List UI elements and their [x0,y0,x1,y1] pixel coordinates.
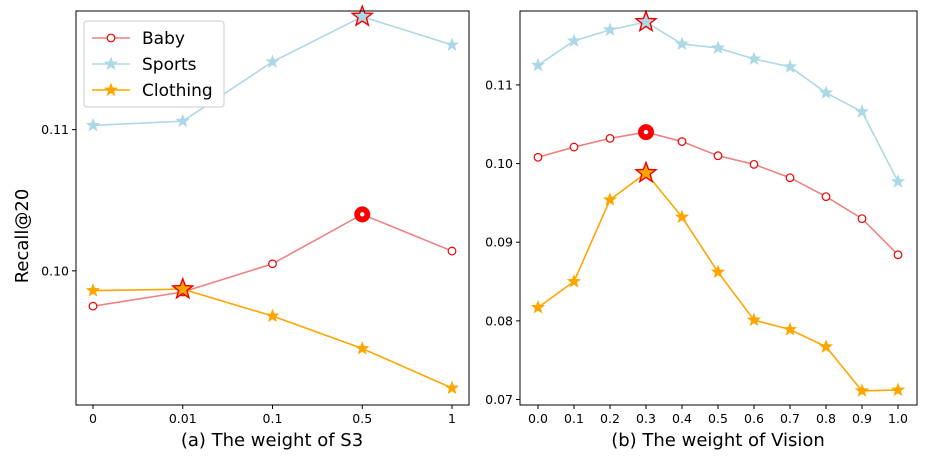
panel-b-sports-point [890,174,906,188]
panel-b-x-tick-label: 0.3 [636,411,656,426]
panel-a-clothing-line [92,288,453,389]
panel-a-x-axis-label: (a) The weight of S3 [181,430,363,451]
panel-a-clothing-point [85,283,101,297]
panel-b-baby-point [569,142,579,152]
y-axis-label: Recall@20 [12,189,33,284]
panel-b-y-tick-label: 0.11 [485,77,513,92]
panel-b-baby-point [857,214,867,224]
panel-b-clothing-point [890,382,906,397]
panel-a-sports-point [85,117,101,132]
panel-b-y-tick-label: 0.09 [485,235,513,250]
panel-b-baby-point [749,159,759,169]
panel-a-ticks: 0 0.01 0.1 0.5 1 0.10 0.11 [41,122,456,426]
panel-b-sports-point-best [634,9,658,33]
panel-b-x-tick-label: 1.0 [888,411,908,426]
legend-baby-label: Baby [142,29,185,49]
panel-a-frame [75,10,470,406]
panel-b-sports-point [602,22,618,36]
panel-b-series [530,9,906,397]
legend-clothing-marker [103,82,119,97]
panel-b-baby-point [785,173,795,183]
panel-a-baby-point [447,246,457,256]
panel-a-clothing-point [265,308,280,323]
panel-a-x-tick-label: 0.1 [263,411,283,426]
panel-b-clothing-point [782,322,798,336]
panel-b-sports-point [782,59,798,73]
panel-b-x-tick-label: 0.8 [816,411,836,426]
panel-b-sports-point [746,51,762,66]
panel-b-clothing-point [566,274,582,288]
panel-b-x-tick-label: 0.9 [852,411,872,426]
panel-b-clothing-point [530,299,546,314]
panel-b-clothing-point [710,264,726,279]
panel-a-baby-point [268,259,277,269]
panel-a-series [85,4,460,395]
panel-a-clothing-point [444,380,460,395]
panel-b-baby-point-best-center [643,129,649,135]
panel-a-y-tick-label: 0.11 [41,122,69,137]
panel-b-baby-point [893,250,903,260]
panel-b-baby-point [713,151,723,161]
panel-b-x-tick-label: 0.7 [780,411,800,426]
panel-b-y-tick-label: 0.10 [485,156,513,171]
panel-b-frame [519,10,918,406]
panel-b-clothing-point [746,312,762,327]
panel-b-clothing-point [854,383,870,397]
panel-b-x-tick-label: 0.5 [708,411,728,426]
panel-a: Recall@20 0 0.01 0.1 0.5 1 0.10 0.11 (a) The w… [12,4,470,451]
panel-a-sports-point [175,113,190,128]
panel-b-sports-point [530,57,546,72]
legend-clothing-label: Clothing [142,81,213,101]
panel-b-y-tick-label: 0.07 [485,392,513,407]
panel-b-baby-point [677,137,687,146]
panel-b-x-axis-label: (b) The weight of Vision [611,430,825,451]
panel-a-y-tick-label: 0.10 [41,263,69,278]
panel-b-baby-line [537,131,899,256]
panel-b-sports-point [674,36,690,51]
panel-a-x-tick-label: 0.01 [169,411,197,426]
panel-b-baby-point [821,192,831,201]
panel-a-sports-point [444,37,460,51]
legend-sports-marker [103,56,119,71]
panel-a-x-tick-label: 1 [448,411,456,426]
panel-a-baby-point [88,301,98,311]
panel-b-clothing-point [602,192,618,206]
panel-a-clothing-point-best [170,276,195,300]
panel-b-sports-point [818,85,834,99]
panel-b-x-tick-label: 0.4 [672,411,692,426]
panel-b-x-tick-label: 0.1 [564,411,584,426]
panel-b-ticks: 0.0 0.1 0.2 0.3 0.4 0.5 0.6 0.7 0.8 0.9 1.0 0.07 0.0… [485,77,908,426]
panel-b-clothing-point [818,339,834,353]
panel-b: 0.0 0.1 0.2 0.3 0.4 0.5 0.6 0.7 0.8 0.9 1.0 0.07 0.0… [485,9,918,451]
panel-b-baby-point [533,152,543,162]
legend-sports-label: Sports [142,55,197,75]
panel-a-sports-point [265,54,280,68]
panel-b-clothing-point [674,209,690,224]
panel-b-x-tick-label: 0.6 [744,411,764,426]
panel-a-x-tick-label: 0.5 [352,411,372,426]
legend-baby-marker [106,33,116,43]
legend-box [83,20,225,108]
panel-b-sports-point [854,104,870,118]
panel-a-clothing-point [355,341,370,355]
panel-b-clothing-point-best [634,160,658,184]
panel-b-sports-point [710,40,726,55]
panel-a-baby-point-best-center [360,212,365,217]
panel-b-x-tick-label: 0.2 [600,411,620,426]
panel-b-y-tick-label: 0.08 [485,313,513,328]
panel-b-baby-point [605,134,615,143]
legend: Baby Sports Clothing [83,20,225,108]
panel-b-x-tick-label: 0.0 [528,411,548,426]
panel-a-x-tick-label: 0 [89,411,97,426]
panel-b-sports-point [566,33,582,47]
panel-a-sports-point-best [350,4,375,27]
panel-b-clothing-line [537,171,899,392]
